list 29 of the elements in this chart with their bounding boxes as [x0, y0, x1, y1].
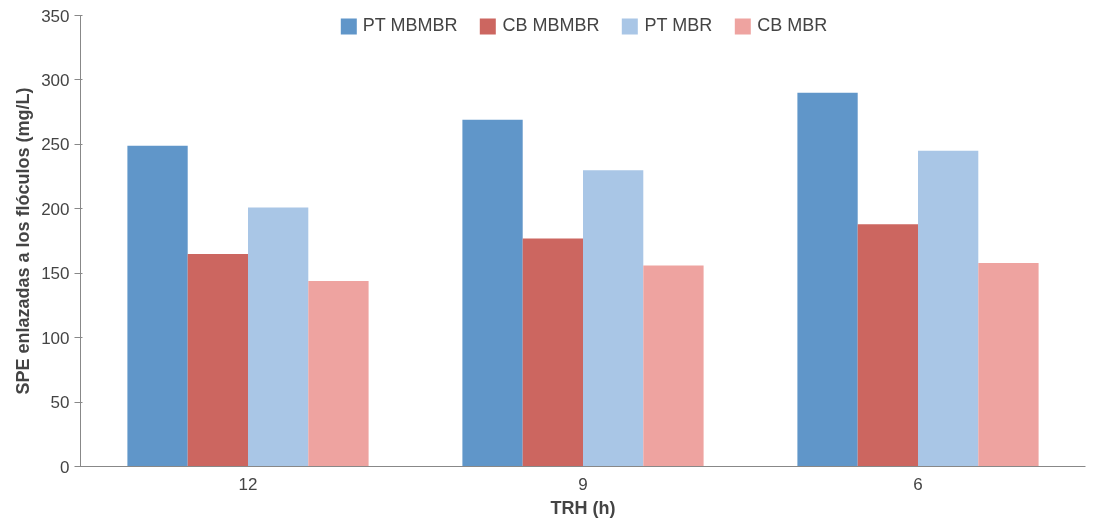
bar [248, 207, 309, 467]
bar [583, 170, 644, 467]
bar [462, 119, 523, 467]
bar [308, 280, 369, 467]
y-tick-label: 250 [41, 135, 70, 155]
y-tick-label: 150 [41, 264, 70, 284]
bar [857, 224, 918, 467]
bar [643, 265, 704, 467]
bar [522, 238, 583, 467]
bar [187, 253, 248, 467]
legend-label: PT MBMBR [362, 15, 458, 36]
bar [918, 150, 979, 467]
x-tick-label: 12 [238, 474, 258, 494]
legend-label: PT MBR [644, 15, 713, 36]
y-tick-label: 100 [41, 328, 70, 348]
y-tick-label: 200 [41, 199, 70, 219]
bar [978, 262, 1039, 467]
bar [127, 145, 188, 467]
bar [797, 92, 858, 467]
legend-label: CB MBR [757, 15, 828, 36]
y-tick-label: 0 [60, 457, 70, 477]
y-tick-label: 50 [50, 393, 70, 413]
legend-label: CB MBMBR [502, 15, 600, 36]
x-tick-label: 6 [913, 474, 923, 494]
y-tick-label: 350 [41, 6, 70, 26]
x-axis-title: TRH (h) [550, 497, 616, 518]
y-tick-label: 300 [41, 70, 70, 90]
x-tick-label: 9 [578, 474, 588, 494]
y-axis-title: SPE enlazadas a los flóculos (mg/L) [13, 87, 34, 395]
